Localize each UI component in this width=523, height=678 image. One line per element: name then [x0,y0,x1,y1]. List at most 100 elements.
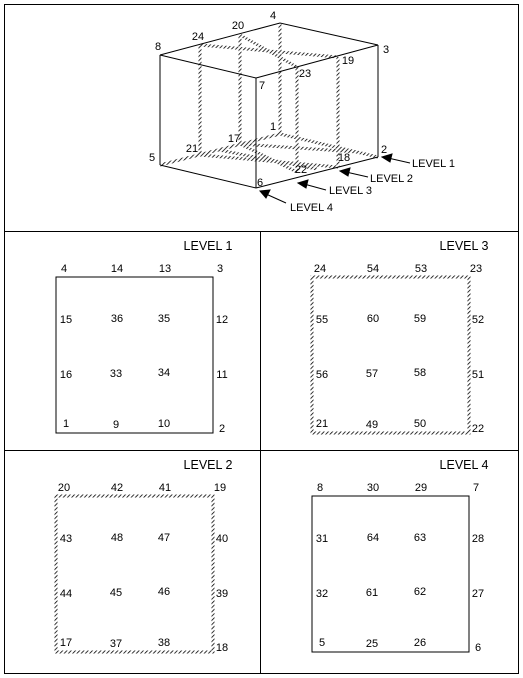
level-title: LEVEL 1 [184,239,233,253]
edge-node-label: 30 [367,482,379,494]
edge-node-label: 37 [110,638,122,650]
edge-node-label: 38 [158,637,170,649]
edge-node-label: 49 [366,419,378,431]
corner-node-label: 23 [470,263,482,275]
interior-node-label: 63 [414,532,426,544]
corner-node-label: 4 [61,263,67,275]
edge-node-label: 13 [159,263,171,275]
interior-node-label: 62 [414,586,426,598]
cube-edge-label: 24 [192,31,204,43]
edge-node-label: 50 [414,418,426,430]
level-panel: LEVEL 3 24 23 22 21 54 53 49 50 55 56 52 51 60 59 57 58 [310,239,489,435]
cube-corner-label: 8 [155,41,161,53]
interior-node-label: 60 [367,313,379,325]
edge-node-label: 54 [367,263,379,275]
edge-node-label: 16 [60,369,72,381]
interior-node-label: 47 [158,532,170,544]
level-panel: LEVEL 2 20 19 18 17 42 41 37 38 43 44 40 39 48 47 45 46 [54,458,233,654]
panel-frames [4,4,519,674]
cube-corner-label: 3 [383,44,389,56]
cube-corner-label: 5 [149,152,155,164]
cube-edge-label: 20 [232,20,244,32]
interior-node-label: 46 [158,586,170,598]
interior-node-label: 59 [414,313,426,325]
corner-node-label: 3 [217,263,223,275]
edge-node-label: 25 [366,638,378,650]
edge-node-label: 53 [415,263,427,275]
level-title: LEVEL 4 [440,458,489,472]
cube-edge-label: 23 [299,68,311,80]
interior-node-label: 48 [111,532,123,544]
edge-node-label: 51 [472,369,484,381]
corner-node-label: 21 [316,418,328,430]
level-callout-label: LEVEL 3 [329,185,372,197]
level-callout-label: LEVEL 1 [412,158,455,170]
level-square [311,495,470,653]
edge-node-label: 9 [113,419,119,431]
edge-node-label: 40 [216,533,228,545]
cube-edge-label: 22 [295,164,307,176]
edge-node-label: 11 [216,369,227,381]
corner-node-label: 6 [475,642,481,654]
interior-node-label: 57 [366,368,378,380]
level-square [54,494,215,654]
cube-corner-label: 1 [270,121,276,133]
corner-node-label: 19 [214,482,226,494]
cube-edge-label: 19 [342,55,354,67]
cube-corner-label: 2 [381,144,387,156]
cube-visible-edges [159,22,379,189]
edge-node-label: 31 [316,533,328,545]
level-arrows [258,153,411,204]
interior-node-label: 35 [158,313,170,325]
level-panel: LEVEL 1 4 3 2 1 14 13 9 10 15 16 12 11 36 35 33 34 [55,239,233,435]
level-square [55,276,214,434]
cube-edge-label: 21 [186,143,198,155]
cube-corner-label: 4 [270,10,276,22]
edge-node-label: 42 [111,482,123,494]
corner-node-label: 18 [216,642,228,654]
edge-node-label: 56 [316,369,328,381]
interior-node-label: 61 [366,587,378,599]
edge-node-label: 27 [472,588,484,600]
corner-node-label: 22 [472,423,484,435]
level-title: LEVEL 3 [440,239,489,253]
corner-node-label: 7 [473,482,479,494]
corner-node-label: 24 [314,263,326,275]
edge-node-label: 29 [415,482,427,494]
cube-corner-label: 6 [257,177,263,189]
cube-edge-label: 18 [338,152,350,164]
interior-node-label: 33 [110,368,122,380]
corner-node-label: 5 [319,637,325,649]
level-panel: LEVEL 4 8 7 6 5 30 29 25 26 31 32 28 27 64 63 61 62 [311,458,489,654]
level-title: LEVEL 2 [184,458,233,472]
edge-node-label: 10 [158,418,170,430]
edge-node-label: 14 [111,263,123,275]
corner-node-label: 20 [58,482,70,494]
edge-node-label: 52 [472,314,484,326]
interior-node-label: 64 [367,532,379,544]
corner-node-label: 2 [219,423,225,435]
edge-node-label: 12 [216,314,228,326]
level-square [310,275,471,435]
interior-node-label: 34 [158,367,170,379]
cube-hidden-edges [159,23,379,174]
level-callout-label: LEVEL 2 [370,173,413,185]
corner-node-label: 17 [60,637,72,649]
corner-node-label: 1 [63,418,69,430]
cube-edge-label: 17 [228,133,240,145]
cube-corner-label: 7 [259,80,265,92]
edge-node-label: 55 [316,314,328,326]
edge-node-label: 39 [216,588,228,600]
edge-node-label: 44 [60,588,72,600]
edge-node-label: 15 [60,314,72,326]
edge-node-label: 41 [159,482,171,494]
cube-drawing [159,22,411,204]
interior-node-label: 58 [414,367,426,379]
edge-node-label: 32 [316,588,328,600]
edge-node-label: 26 [414,637,426,649]
edge-node-label: 28 [472,533,484,545]
interior-node-label: 45 [110,587,122,599]
